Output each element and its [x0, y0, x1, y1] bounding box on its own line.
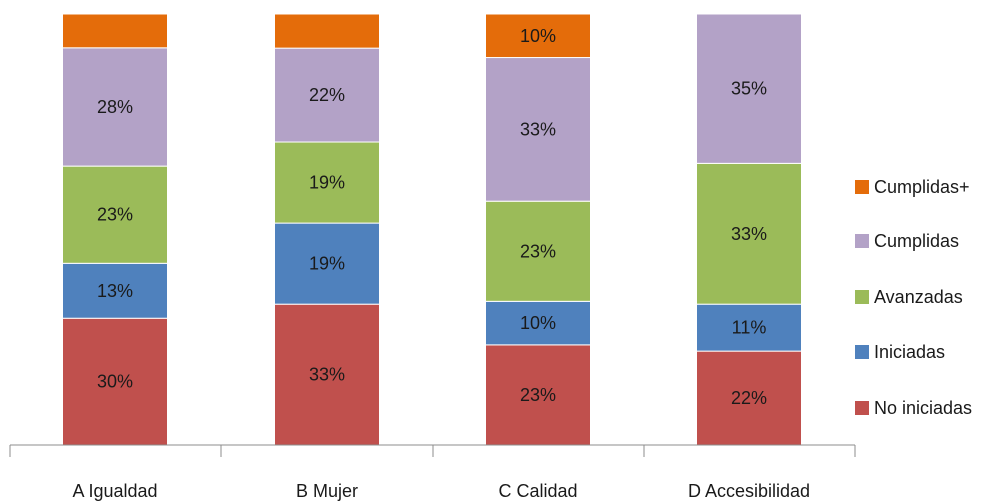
bar-segment [485, 200, 591, 302]
data-label: 33% [731, 224, 767, 244]
legend-swatch [855, 234, 869, 248]
bar-segment [274, 141, 380, 224]
bar-segment [274, 13, 380, 49]
bars-group: 30% 13% 23% 28% 33% 19% 19% 22% 23% 10% 23% 33% 10% 2… [62, 13, 802, 446]
legend-label: Cumplidas [874, 231, 959, 251]
bar-segment [485, 57, 591, 202]
bar-segment [485, 300, 591, 346]
data-label: 33% [309, 365, 345, 385]
bar-segment [696, 162, 802, 305]
legend-swatch [855, 401, 869, 415]
bar-segment [274, 303, 380, 446]
legend-swatch [855, 290, 869, 304]
data-label: 19% [309, 173, 345, 193]
data-label: 33% [520, 119, 556, 139]
bar-segment [274, 47, 380, 143]
category-label: C Calidad [498, 481, 577, 501]
legend: Cumplidas+ Cumplidas Avanzadas Iniciadas No … [855, 177, 972, 418]
legend-label: Avanzadas [874, 287, 963, 307]
category-label: B Mujer [296, 481, 358, 501]
legend-label: No iniciadas [874, 398, 972, 418]
bar-segment [62, 317, 168, 446]
data-label: 19% [309, 254, 345, 274]
category-label: D Accesibilidad [688, 481, 810, 501]
data-label: 10% [520, 26, 556, 46]
legend-label: Cumplidas+ [874, 177, 970, 197]
legend-swatch [855, 345, 869, 359]
data-label: 22% [731, 388, 767, 408]
category-label: A Igualdad [72, 481, 157, 501]
data-label: 30% [97, 372, 133, 392]
bar-segment [696, 13, 802, 164]
bar-segment [485, 13, 591, 59]
bar-segment [274, 222, 380, 305]
data-label: 23% [97, 205, 133, 225]
bar-segment [62, 262, 168, 319]
data-label: 23% [520, 241, 556, 261]
data-label: 13% [97, 281, 133, 301]
data-label: 23% [520, 385, 556, 405]
data-label: 28% [97, 97, 133, 117]
legend-label: Iniciadas [874, 342, 945, 362]
x-axis: A Igualdad B Mujer C Calidad D Accesibilida… [9, 444, 856, 501]
bar-segment [696, 303, 802, 352]
bar-segment [62, 13, 168, 49]
data-label: 35% [731, 79, 767, 99]
data-label: 10% [520, 313, 556, 333]
bar-segment [62, 47, 168, 167]
data-label: 11% [732, 318, 767, 338]
legend-swatch [855, 180, 869, 194]
data-label: 22% [309, 85, 345, 105]
